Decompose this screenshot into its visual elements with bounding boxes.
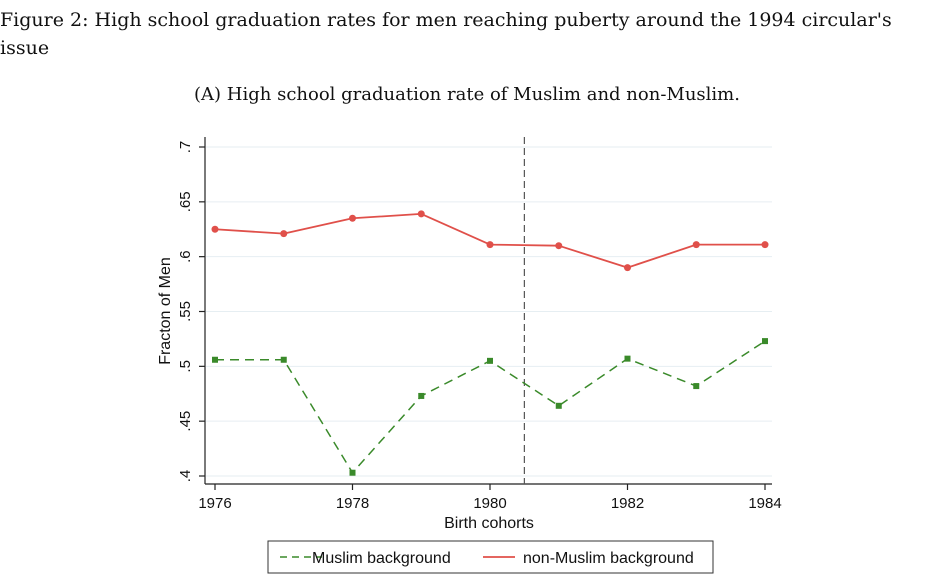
data-point-non-muslim-background [349, 214, 356, 222]
legend-label-non-muslim: non-Muslim background [523, 550, 694, 567]
series-line-non-muslim-background [214, 212, 765, 269]
y-ticks: .4 .45 .5 .55 .6 .65 .7 [177, 141, 205, 483]
figure-caption: Figure 2: High school graduation rates f… [0, 9, 898, 59]
data-point-muslim-background [555, 402, 562, 409]
data-point-muslim-background [624, 355, 631, 362]
y-tick-label: .45 [177, 411, 194, 432]
x-tick-label: 1984 [748, 495, 781, 512]
data-point-non-muslim-background [624, 264, 631, 272]
x-tick-label: 1976 [198, 495, 231, 512]
x-tick-label: 1978 [336, 495, 369, 512]
data-point-muslim-background [280, 356, 287, 363]
data-point-non-muslim-background [555, 242, 563, 250]
data-point-muslim-background [349, 469, 356, 476]
legend: Muslim background non-Muslim background [267, 540, 714, 574]
data-point-non-muslim-background [280, 230, 288, 238]
x-ticks: 1976 1978 1980 1982 1984 [198, 484, 782, 512]
x-tick-label: 1980 [473, 495, 506, 512]
y-tick-label: .55 [177, 301, 194, 322]
grid-lines [206, 146, 772, 477]
data-point-muslim-background [418, 392, 425, 399]
data-point-non-muslim-background [761, 241, 769, 249]
y-tick-label: .7 [177, 141, 194, 154]
series-layer [211, 210, 769, 476]
data-point-non-muslim-background [692, 241, 700, 249]
y-tick-label: .65 [177, 191, 194, 212]
x-tick-label: 1982 [611, 495, 644, 512]
y-tick-label: .5 [177, 360, 194, 373]
legend-label-muslim: Muslim background [312, 550, 451, 567]
data-point-muslim-background [762, 338, 768, 345]
x-axis-label: Birth cohorts [444, 515, 534, 532]
y-tick-label: .4 [177, 470, 194, 483]
data-point-non-muslim-background [417, 210, 425, 218]
data-point-non-muslim-background [486, 241, 494, 249]
y-axis-label: Fracton of Men [157, 257, 174, 365]
data-point-non-muslim-background [211, 225, 219, 233]
data-point-muslim-background [487, 357, 493, 364]
data-point-muslim-background [693, 383, 700, 390]
y-tick-label: .6 [177, 250, 194, 263]
data-point-muslim-background [212, 356, 218, 363]
chart-title: (A) High school graduation rate of Musli… [194, 84, 740, 105]
